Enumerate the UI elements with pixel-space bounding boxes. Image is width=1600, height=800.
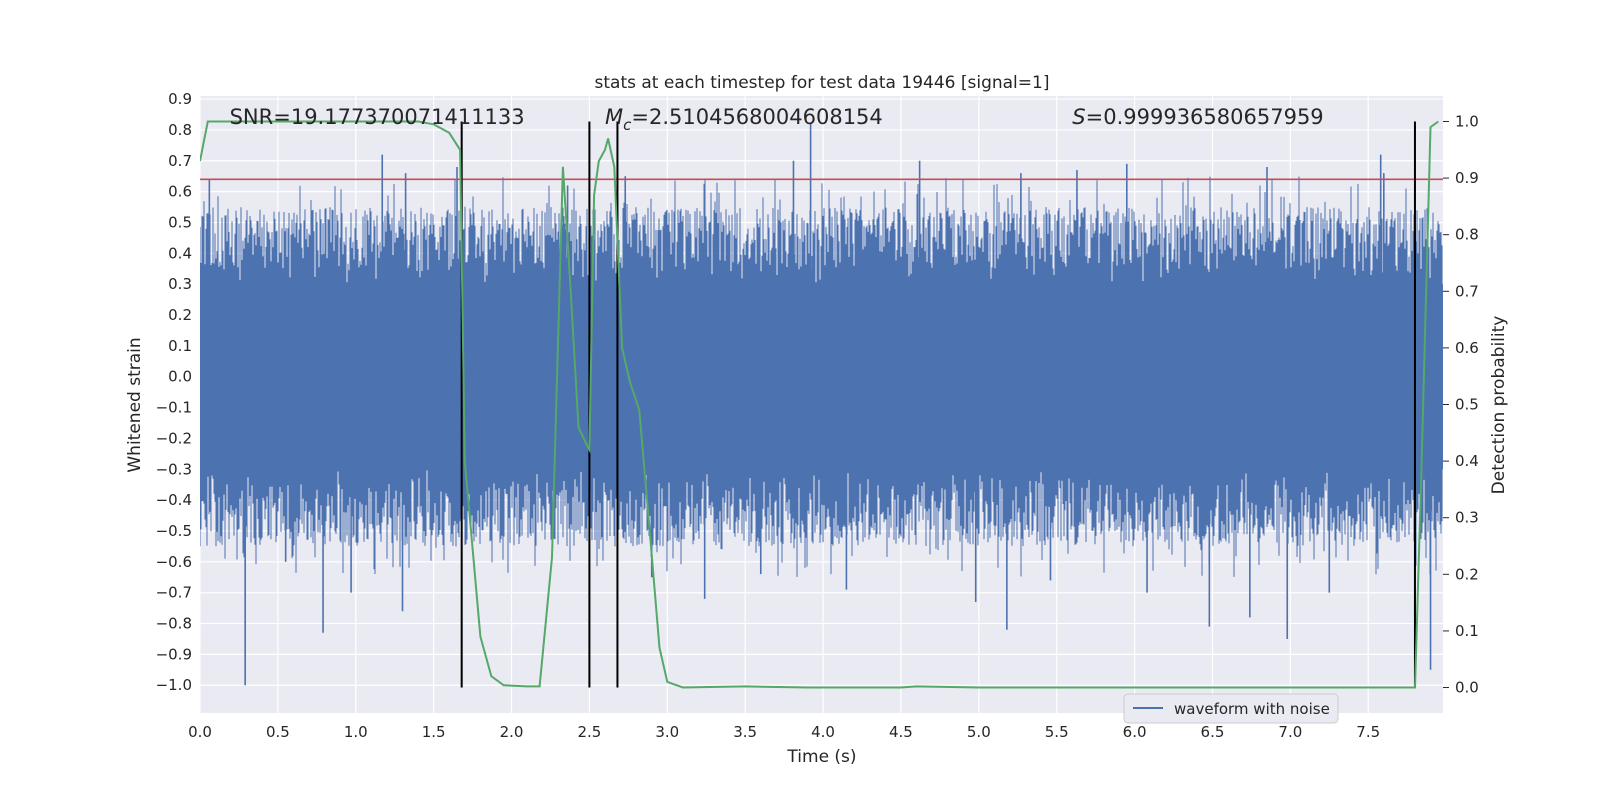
y-tick-label: 0.5 <box>168 213 192 231</box>
y-tick-label: 0.4 <box>168 244 192 262</box>
y-tick-label: −0.5 <box>156 522 192 540</box>
y-tick-label: 0.8 <box>168 121 192 139</box>
x-tick-label: 5.5 <box>1045 723 1069 741</box>
annotation-significance-eq: = <box>1086 105 1104 129</box>
y2-tick-label: 1.0 <box>1455 112 1479 130</box>
annotation-chirp-mass-eq: = <box>631 105 649 129</box>
y2-axis-label: Detection probability <box>1489 316 1509 495</box>
y-tick-label: −0.6 <box>156 553 192 571</box>
y2-tick-label: 0.6 <box>1455 339 1479 357</box>
x-tick-label: 3.5 <box>733 723 757 741</box>
y-tick-label: −0.8 <box>156 615 192 633</box>
annotations: SNR=19.177370071411133 Mc=2.5104568004608… <box>230 105 1324 134</box>
x-tick-label: 0.5 <box>266 723 290 741</box>
y-tick-label: 0.2 <box>168 306 192 324</box>
y2-tick-label: 0.9 <box>1455 169 1479 187</box>
chart-title: stats at each timestep for test data 194… <box>595 73 1050 93</box>
y2-tick-label: 0.4 <box>1455 452 1479 470</box>
y2-tick-label: 0.0 <box>1455 679 1479 697</box>
y-tick-label: 0.0 <box>168 368 192 386</box>
y2-tick-label: 0.5 <box>1455 396 1479 414</box>
x-tick-label: 7.0 <box>1278 723 1302 741</box>
x-tick-label: 5.0 <box>967 723 991 741</box>
waveform-trace <box>200 176 1443 577</box>
series-detection-probability <box>200 120 1439 689</box>
y2-tick-label: 0.7 <box>1455 282 1479 300</box>
y-tick-label: −0.4 <box>156 491 192 509</box>
tick-labels: 0.0 0.5 1.0 1.5 2.0 2.5 3.0 3.5 4.0 4.5 5.0 5.5 6.0 6… <box>156 90 1479 741</box>
y2-tick-label: 0.1 <box>1455 622 1479 640</box>
reference-lines <box>200 121 1443 688</box>
y-tick-label: −0.9 <box>156 645 192 663</box>
y-tick-label: −0.7 <box>156 584 192 602</box>
legend-label-waveform: waveform with noise <box>1174 700 1330 718</box>
x-tick-label: 1.0 <box>344 723 368 741</box>
x-tick-label: 4.5 <box>889 723 913 741</box>
annotation-significance: S=0.999936580657959 <box>1072 105 1323 129</box>
annotation-chirp-mass-symbol: M <box>605 105 623 129</box>
y-tick-label: 0.9 <box>168 90 192 108</box>
series-waveform-with-noise <box>200 123 1443 686</box>
annotation-snr: SNR=19.177370071411133 <box>230 105 525 129</box>
annotation-chirp-mass: Mc=2.5104568004608154 <box>605 105 883 134</box>
x-tick-label: 4.0 <box>811 723 835 741</box>
annotation-significance-value: 0.999936580657959 <box>1103 105 1323 129</box>
annotation-chirp-mass-subscript: c <box>623 116 632 134</box>
annotation-snr-value: 19.177370071411133 <box>291 105 525 129</box>
y-tick-label: −0.3 <box>156 460 192 478</box>
y-tick-label: −0.1 <box>156 399 192 417</box>
y-tick-label: 0.7 <box>168 152 192 170</box>
y-tick-label: −0.2 <box>156 429 192 447</box>
y-tick-label: 0.6 <box>168 183 192 201</box>
annotation-snr-label: SNR= <box>230 105 291 129</box>
legend-box <box>1123 693 1339 724</box>
annotation-chirp-mass-value: 2.5104568004608154 <box>649 105 883 129</box>
x-tick-label: 6.0 <box>1123 723 1147 741</box>
x-tick-label: 2.0 <box>500 723 524 741</box>
x-tick-label: 0.0 <box>188 723 212 741</box>
y-tick-label: 0.1 <box>168 337 192 355</box>
annotation-significance-symbol: S <box>1072 105 1085 129</box>
x-tick-label: 7.5 <box>1356 723 1380 741</box>
x-tick-label: 2.5 <box>577 723 601 741</box>
detection-probability-line <box>200 120 1439 689</box>
x-tick-label: 6.5 <box>1201 723 1225 741</box>
y2-tick-label: 0.2 <box>1455 565 1479 583</box>
y-axis-label: Whitened strain <box>125 337 145 472</box>
x-tick-label: 1.5 <box>422 723 446 741</box>
legend: waveform with noise <box>1123 693 1339 724</box>
y-tick-label: 0.3 <box>168 275 192 293</box>
y2-tick-label: 0.3 <box>1455 509 1479 527</box>
y2-tick-label: 0.8 <box>1455 226 1479 244</box>
x-tick-label: 3.0 <box>655 723 679 741</box>
y-tick-label: −1.0 <box>156 676 192 694</box>
x-axis-label: Time (s) <box>786 747 856 767</box>
